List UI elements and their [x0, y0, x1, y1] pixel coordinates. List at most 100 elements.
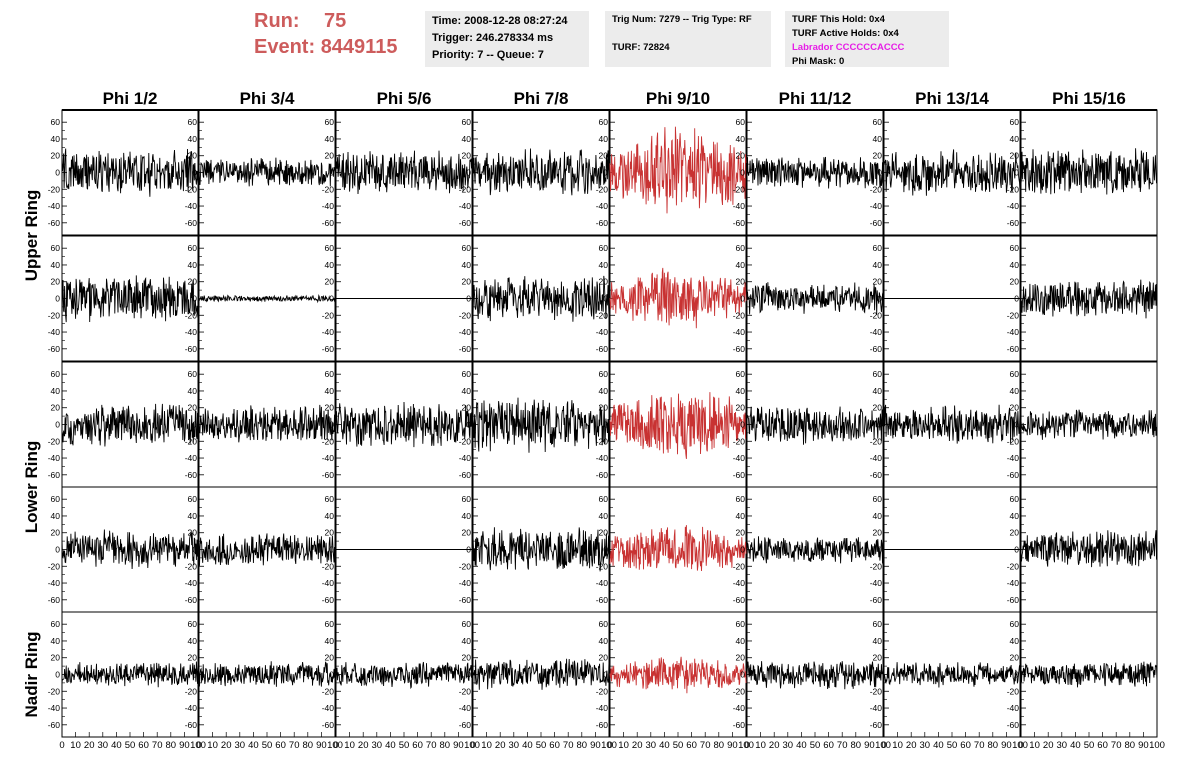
y-tick-label: 40 [325, 386, 335, 396]
x-tick-label: 40 [385, 740, 396, 751]
y-tick-label: 60 [188, 369, 198, 379]
y-tick-label: -40 [185, 578, 198, 588]
x-tick-label: 60 [686, 740, 697, 751]
x-tick-label: 70 [563, 740, 574, 751]
y-tick-label: -40 [322, 327, 335, 337]
x-tick-label: 0 [607, 740, 612, 751]
x-tick-label: 10 [892, 740, 903, 751]
y-tick-label: 20 [188, 277, 198, 287]
x-tick-label: 80 [851, 740, 862, 751]
y-tick-label: 0 [466, 294, 471, 304]
x-tick-label: 30 [509, 740, 520, 751]
y-tick-label: -60 [1007, 344, 1020, 354]
y-tick-label: 60 [51, 243, 61, 253]
x-tick-label: 50 [262, 740, 273, 751]
y-tick-label: -60 [185, 595, 198, 605]
y-tick-label: 0 [329, 670, 334, 680]
y-tick-label: 20 [51, 653, 61, 663]
y-tick-label: 20 [1010, 277, 1020, 287]
y-tick-label: 60 [873, 243, 883, 253]
x-tick-label: 40 [796, 740, 807, 751]
x-tick-label: 80 [166, 740, 177, 751]
y-tick-label: -40 [322, 578, 335, 588]
y-tick-label: -40 [185, 453, 198, 463]
waveform-trace [335, 661, 473, 690]
column-header: Phi 3/4 [240, 89, 295, 108]
y-tick-label: 20 [736, 403, 746, 413]
event-line: Event: 8449115 [254, 34, 397, 60]
y-tick-label: -60 [596, 595, 609, 605]
y-tick-label: 0 [1014, 294, 1019, 304]
x-tick-label: 60 [549, 740, 560, 751]
y-tick-label: -60 [596, 470, 609, 480]
x-tick-label: 40 [1070, 740, 1081, 751]
y-tick-label: -20 [322, 686, 335, 696]
y-tick-label: -60 [459, 595, 472, 605]
y-tick-label: 60 [325, 243, 335, 253]
y-tick-label: -40 [322, 703, 335, 713]
y-tick-label: -20 [459, 686, 472, 696]
x-tick-label: 10 [70, 740, 81, 751]
labrador-line: Labrador CCCCCCACCC [792, 42, 905, 53]
y-tick-label: -60 [1007, 595, 1020, 605]
y-tick-label: 60 [462, 494, 472, 504]
y-tick-label: 60 [462, 117, 472, 127]
y-tick-label: -60 [322, 470, 335, 480]
x-tick-label: 60 [412, 740, 423, 751]
x-tick-label: 90 [864, 740, 875, 751]
x-tick-label: 20 [84, 740, 95, 751]
y-tick-label: -20 [185, 686, 198, 696]
y-tick-label: -60 [185, 720, 198, 730]
column-header: Phi 9/10 [646, 89, 710, 108]
y-tick-label: 60 [599, 619, 609, 629]
waveform-trace [609, 656, 747, 694]
y-tick-label: 0 [603, 168, 608, 178]
y-tick-label: 60 [51, 619, 61, 629]
y-tick-label: 40 [188, 134, 198, 144]
y-tick-label: -40 [596, 703, 609, 713]
x-tick-label: 40 [522, 740, 533, 751]
y-tick-label: 40 [51, 511, 61, 521]
waveform-trace [746, 406, 884, 445]
x-tick-label: 20 [632, 740, 643, 751]
x-tick-label: 100 [738, 740, 754, 751]
y-tick-label: -40 [1007, 578, 1020, 588]
y-tick-label: 60 [1010, 494, 1020, 504]
column-header: Phi 1/2 [103, 89, 158, 108]
x-tick-label: 50 [536, 740, 547, 751]
y-tick-label: -40 [596, 201, 609, 211]
y-tick-label: -20 [596, 686, 609, 696]
y-tick-label: -40 [48, 327, 61, 337]
y-tick-label: 40 [188, 386, 198, 396]
waveform-trace [198, 533, 336, 566]
waveform-trace [1020, 530, 1158, 568]
x-tick-label: 100 [1012, 740, 1028, 751]
y-tick-label: -40 [733, 453, 746, 463]
event-label: Event: [254, 36, 316, 58]
y-tick-label: 0 [877, 420, 882, 430]
x-tick-label: 40 [248, 740, 259, 751]
y-tick-label: -60 [870, 344, 883, 354]
y-tick-label: -40 [48, 703, 61, 713]
y-tick-label: 20 [599, 151, 609, 161]
y-tick-label: -20 [322, 184, 335, 194]
y-tick-label: -20 [459, 561, 472, 571]
y-tick-label: 0 [55, 670, 60, 680]
x-tick-label: 20 [495, 740, 506, 751]
x-tick-label: 80 [988, 740, 999, 751]
y-tick-label: -20 [596, 436, 609, 446]
y-tick-label: -20 [733, 310, 746, 320]
y-tick-label: 60 [873, 117, 883, 127]
y-tick-label: 60 [462, 243, 472, 253]
y-tick-label: 60 [188, 243, 198, 253]
y-tick-label: -60 [185, 470, 198, 480]
column-header: Phi 11/12 [779, 89, 852, 108]
y-tick-label: -60 [870, 218, 883, 228]
x-tick-label: 40 [659, 740, 670, 751]
x-tick-label: 90 [179, 740, 190, 751]
y-tick-label: 20 [873, 653, 883, 663]
y-tick-label: 20 [51, 403, 61, 413]
x-tick-label: 0 [744, 740, 749, 751]
y-tick-label: 0 [603, 545, 608, 555]
y-tick-label: 60 [1010, 619, 1020, 629]
